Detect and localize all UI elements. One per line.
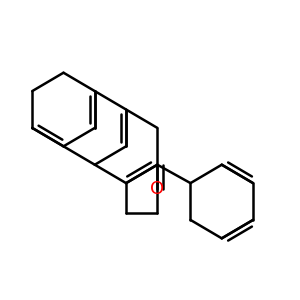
Text: O: O xyxy=(150,180,164,198)
